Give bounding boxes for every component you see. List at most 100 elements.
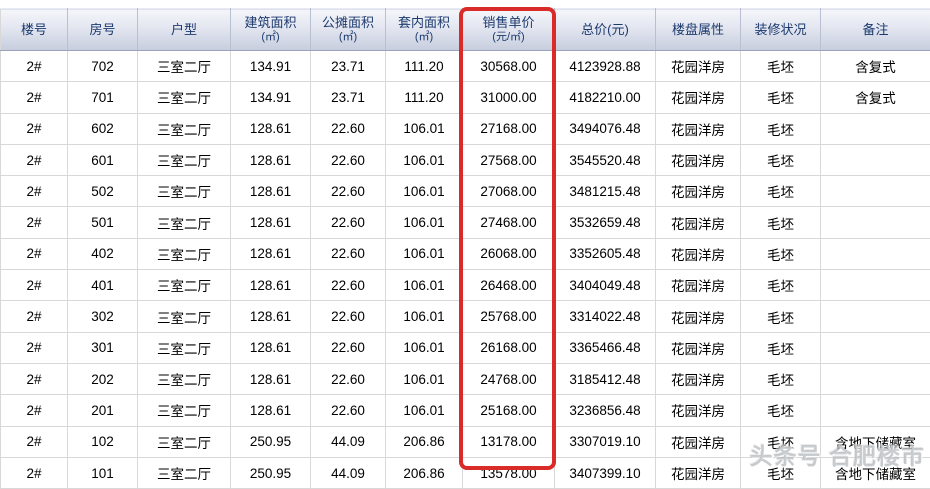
- table-cell: 三室二厅: [138, 144, 231, 175]
- table-cell: 111.20: [386, 82, 463, 113]
- table-cell: 250.95: [231, 457, 311, 488]
- table-cell: 2#: [1, 51, 68, 82]
- table-cell: 106.01: [386, 270, 463, 301]
- table-cell: 22.60: [311, 207, 386, 238]
- table-cell: 3352605.48: [555, 238, 656, 269]
- table-cell: 三室二厅: [138, 363, 231, 394]
- table-cell: 601: [68, 144, 138, 175]
- table-cell: 128.61: [231, 144, 311, 175]
- table-cell: 22.60: [311, 113, 386, 144]
- table-cell: 106.01: [386, 176, 463, 207]
- column-header: 备注: [821, 9, 930, 51]
- table-cell: 3545520.48: [555, 144, 656, 175]
- table-cell: 106.01: [386, 144, 463, 175]
- table-cell: 106.01: [386, 238, 463, 269]
- table-cell: 三室二厅: [138, 51, 231, 82]
- table-cell: 3185412.48: [555, 363, 656, 394]
- table-cell: 44.09: [311, 426, 386, 457]
- table-cell: 128.61: [231, 363, 311, 394]
- table-cell: 3532659.48: [555, 207, 656, 238]
- table-cell: 2#: [1, 207, 68, 238]
- table-cell: 3236856.48: [555, 395, 656, 426]
- table-cell: 134.91: [231, 51, 311, 82]
- table-cell: 含复式: [821, 51, 930, 82]
- table-cell: 2#: [1, 426, 68, 457]
- table-cell: 24768.00: [463, 363, 555, 394]
- table-cell: 106.01: [386, 395, 463, 426]
- table-cell: 3365466.48: [555, 332, 656, 363]
- table-cell: 花园洋房: [656, 395, 741, 426]
- table-cell: 花园洋房: [656, 113, 741, 144]
- table-cell: 111.20: [386, 51, 463, 82]
- table-header-row: 楼号房号户型建筑面积(㎡)公摊面积(㎡)套内面积(㎡)销售单价(元/㎡)总价(元…: [1, 9, 930, 51]
- column-header: 公摊面积(㎡): [311, 9, 386, 51]
- table-cell: [821, 144, 930, 175]
- price-table-container: 楼号房号户型建筑面积(㎡)公摊面积(㎡)套内面积(㎡)销售单价(元/㎡)总价(元…: [0, 8, 930, 489]
- table-cell: 2#: [1, 238, 68, 269]
- table-cell: 202: [68, 363, 138, 394]
- table-cell: 22.60: [311, 395, 386, 426]
- table-cell: 4182210.00: [555, 82, 656, 113]
- table-cell: 含复式: [821, 82, 930, 113]
- table-cell: 3314022.48: [555, 301, 656, 332]
- table-cell: 106.01: [386, 207, 463, 238]
- table-cell: [821, 270, 930, 301]
- table-cell: 毛坯: [741, 395, 821, 426]
- table-cell: 含地下储藏室: [821, 426, 930, 457]
- column-header: 总价(元): [555, 9, 656, 51]
- table-cell: 花园洋房: [656, 363, 741, 394]
- table-cell: 44.09: [311, 457, 386, 488]
- price-table: 楼号房号户型建筑面积(㎡)公摊面积(㎡)套内面积(㎡)销售单价(元/㎡)总价(元…: [0, 8, 930, 489]
- column-header: 房号: [68, 9, 138, 51]
- table-cell: 201: [68, 395, 138, 426]
- table-cell: 2#: [1, 363, 68, 394]
- table-cell: 3407399.10: [555, 457, 656, 488]
- table-cell: 含地下储藏室: [821, 457, 930, 488]
- table-cell: 401: [68, 270, 138, 301]
- table-cell: 毛坯: [741, 426, 821, 457]
- table-cell: [821, 176, 930, 207]
- table-cell: 毛坯: [741, 176, 821, 207]
- table-cell: 250.95: [231, 426, 311, 457]
- table-cell: 206.86: [386, 457, 463, 488]
- table-cell: 13178.00: [463, 426, 555, 457]
- table-cell: 106.01: [386, 113, 463, 144]
- table-cell: 22.60: [311, 301, 386, 332]
- table-cell: 花园洋房: [656, 51, 741, 82]
- column-header: 楼号: [1, 9, 68, 51]
- table-cell: 毛坯: [741, 270, 821, 301]
- table-cell: 22.60: [311, 332, 386, 363]
- table-cell: 花园洋房: [656, 176, 741, 207]
- table-cell: 22.60: [311, 176, 386, 207]
- table-cell: 23.71: [311, 51, 386, 82]
- table-cell: 毛坯: [741, 113, 821, 144]
- table-cell: 206.86: [386, 426, 463, 457]
- table-cell: 102: [68, 426, 138, 457]
- table-cell: 26468.00: [463, 270, 555, 301]
- table-cell: 毛坯: [741, 51, 821, 82]
- table-cell: [821, 207, 930, 238]
- table-cell: 23.71: [311, 82, 386, 113]
- table-cell: 25168.00: [463, 395, 555, 426]
- column-header: 户型: [138, 9, 231, 51]
- table-cell: [821, 301, 930, 332]
- table-cell: 毛坯: [741, 457, 821, 488]
- table-cell: 毛坯: [741, 82, 821, 113]
- column-header: 装修状况: [741, 9, 821, 51]
- table-cell: 128.61: [231, 395, 311, 426]
- table-cell: 128.61: [231, 238, 311, 269]
- table-cell: 毛坯: [741, 363, 821, 394]
- column-header: 楼盘属性: [656, 9, 741, 51]
- table-cell: 毛坯: [741, 332, 821, 363]
- table-cell: 701: [68, 82, 138, 113]
- table-cell: 301: [68, 332, 138, 363]
- table-cell: 128.61: [231, 113, 311, 144]
- column-header: 套内面积(㎡): [386, 9, 463, 51]
